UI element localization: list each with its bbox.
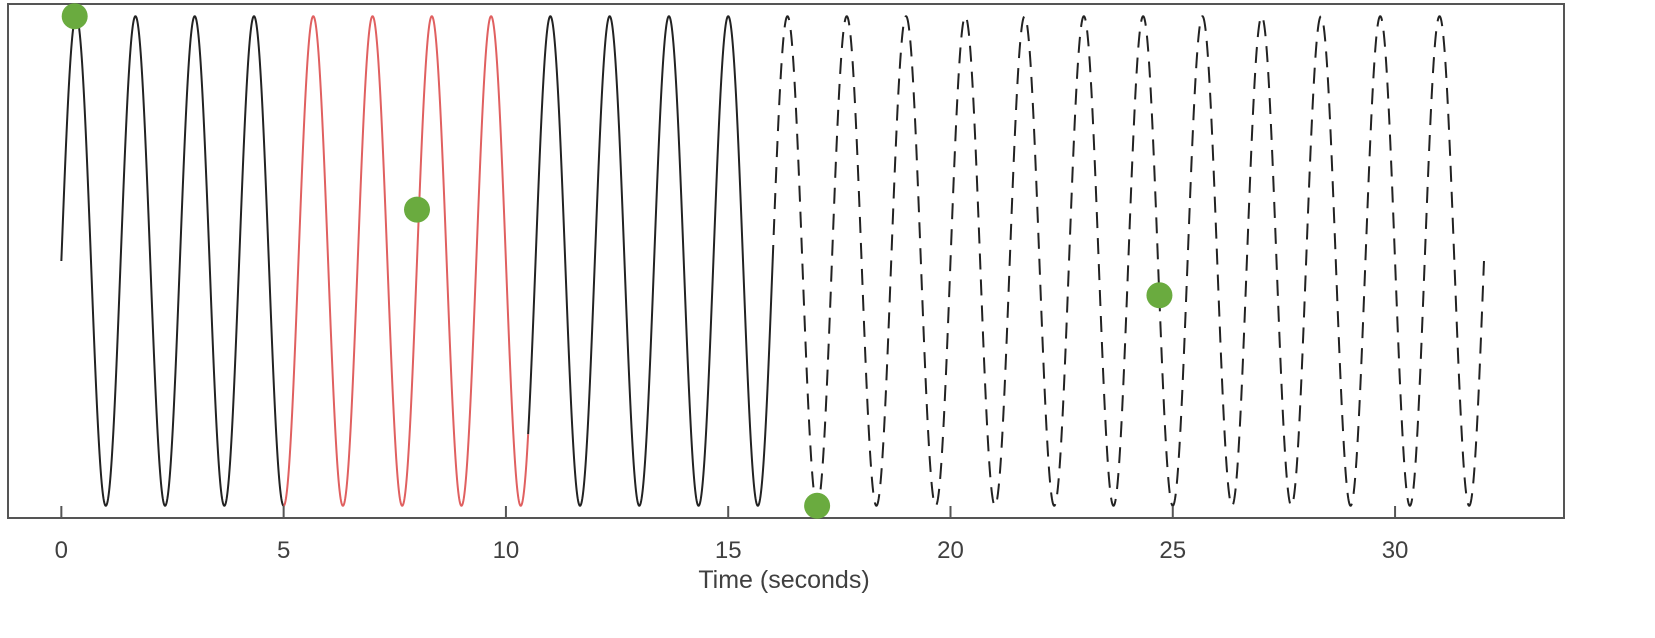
x-tick-label: 15 bbox=[715, 537, 742, 564]
series-line-4 bbox=[771, 15, 1485, 507]
plot-area bbox=[7, 3, 1565, 519]
marker-point-4 bbox=[1146, 282, 1173, 309]
x-tick-label: 0 bbox=[55, 537, 68, 564]
x-tick-label: 25 bbox=[1159, 537, 1186, 564]
series-layer bbox=[60, 15, 1485, 507]
marker-point-2 bbox=[404, 196, 431, 223]
marker-point-3 bbox=[804, 492, 831, 519]
x-axis-ticks: 0 5 10 15 20 25 30 bbox=[55, 506, 1409, 564]
marker-point-1 bbox=[61, 3, 88, 30]
marker-layer bbox=[61, 3, 1173, 519]
series-line-3 bbox=[527, 15, 774, 507]
x-tick-label: 20 bbox=[937, 537, 964, 564]
x-axis-label: Time (seconds) bbox=[698, 566, 869, 594]
x-tick-label: 5 bbox=[277, 537, 290, 564]
series-line-1 bbox=[60, 15, 285, 507]
x-tick-label: 10 bbox=[493, 537, 520, 564]
x-tick-label: 30 bbox=[1382, 537, 1409, 564]
series-line-2 bbox=[283, 15, 530, 507]
